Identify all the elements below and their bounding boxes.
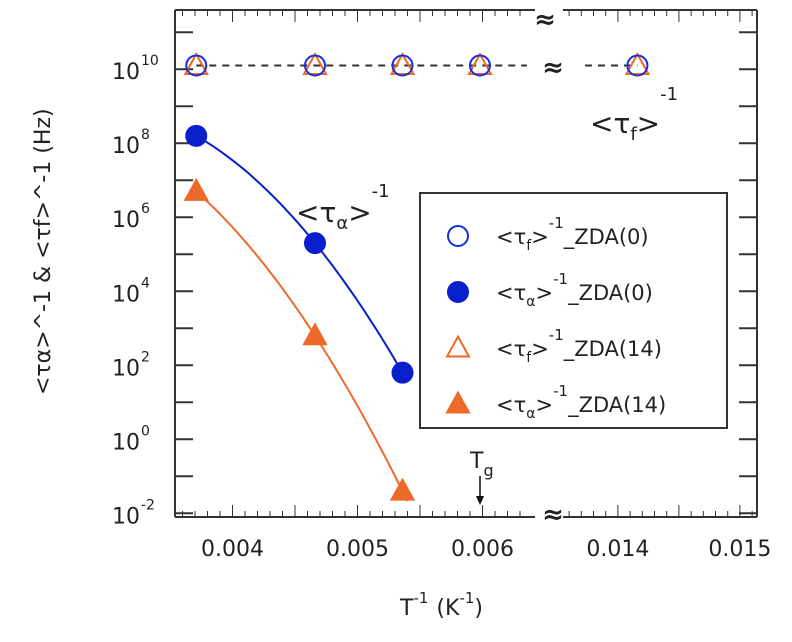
label-part: _ZDA(14) bbox=[563, 337, 662, 362]
annotation-tau-alpha: <τα>-1 bbox=[296, 181, 390, 234]
x-tick-label: 0.014 bbox=[586, 537, 649, 562]
label-part: -1 bbox=[660, 84, 678, 105]
label-part: -1 bbox=[553, 382, 568, 400]
legend-label: <τf>-1_ZDA(0) bbox=[496, 214, 649, 254]
label-part: α bbox=[526, 294, 535, 310]
fit-curve-zda0 bbox=[195, 134, 409, 382]
label-part: α bbox=[336, 213, 348, 234]
label-part: -1 bbox=[549, 214, 564, 232]
data-point-triangle-open bbox=[389, 52, 416, 76]
y-tick-label-base: 10 bbox=[112, 208, 140, 233]
data-point-circle-filled bbox=[185, 124, 208, 147]
axis-break-mark: ≈ bbox=[534, 5, 556, 35]
label-part: <τ bbox=[496, 393, 526, 417]
data-point-circle-filled bbox=[304, 232, 326, 255]
legend-marker-triangle-filled bbox=[445, 390, 471, 414]
label-part: <τ bbox=[496, 337, 526, 361]
label-part: <τ bbox=[590, 107, 630, 140]
label-part: f bbox=[630, 124, 637, 145]
y-tick-label-exp: 8 bbox=[141, 127, 150, 143]
x-tick-label: 0.005 bbox=[326, 537, 389, 562]
annotation-tg: Tg bbox=[469, 449, 494, 480]
data-point-triangle-open bbox=[302, 52, 328, 76]
x-axis-label: T-1 (K-1) bbox=[399, 589, 483, 621]
fit-curve-zda14 bbox=[195, 190, 409, 502]
legend-box bbox=[419, 192, 728, 429]
label-part: _ZDA(0) bbox=[567, 281, 653, 306]
label-part: > bbox=[531, 337, 549, 361]
legend-label: <τα>-1_ZDA(0) bbox=[496, 270, 653, 310]
data-point-triangle-filled bbox=[389, 477, 416, 501]
y-tick-label-exp: 6 bbox=[141, 201, 150, 217]
data-point-circle-open bbox=[185, 54, 208, 77]
label-part: > bbox=[535, 281, 553, 305]
legend-label: <τα>-1_ZDA(14) bbox=[496, 382, 666, 422]
x-tick-label: 0.006 bbox=[451, 537, 514, 562]
y-tick-label-base: 10 bbox=[112, 282, 140, 307]
data-point-triangle-open bbox=[624, 52, 651, 76]
y-tick-label-exp: 4 bbox=[141, 275, 150, 291]
label-part: > bbox=[348, 196, 371, 229]
y-tick-label-base: 10 bbox=[112, 504, 140, 529]
label-part: T bbox=[469, 449, 484, 474]
label-part: > bbox=[531, 225, 549, 249]
data-point-circle-open bbox=[469, 54, 491, 77]
data-point-triangle-open bbox=[183, 52, 209, 76]
label-part: f bbox=[526, 350, 532, 366]
data-point-circle-filled bbox=[391, 361, 414, 384]
data-point-circle-open bbox=[391, 54, 414, 77]
label-part: g bbox=[483, 461, 493, 480]
legend: <τf>-1_ZDA(0)<τα>-1_ZDA(0)<τf>-1_ZDA(14)… bbox=[419, 192, 728, 429]
y-axis-label: <τα>^-1 & <τf>^-1 (Hz) bbox=[31, 108, 56, 395]
label-part: _ZDA(0) bbox=[563, 225, 649, 250]
x-tick-label: 0.004 bbox=[201, 537, 264, 562]
label-part: > bbox=[637, 107, 660, 140]
label-part: T bbox=[399, 596, 414, 621]
y-tick-label-base: 10 bbox=[112, 430, 140, 455]
y-tick-label-exp: 0 bbox=[141, 423, 150, 439]
label-part: _ZDA(14) bbox=[567, 393, 666, 418]
data-point-circle-open bbox=[626, 54, 649, 77]
y-tick-label-base: 10 bbox=[112, 60, 140, 85]
label-part: <τ bbox=[496, 281, 526, 305]
label-part: (K bbox=[436, 596, 460, 621]
label-part: α bbox=[526, 406, 535, 422]
legend-marker-circle-filled bbox=[447, 281, 469, 303]
label-part: f bbox=[526, 238, 532, 254]
y-tick-label-base: 10 bbox=[112, 356, 140, 381]
data-point-triangle-open bbox=[467, 52, 493, 76]
data-point-triangle-filled bbox=[302, 322, 328, 346]
label-part: <τ bbox=[496, 225, 526, 249]
label-part: -1 bbox=[459, 589, 474, 607]
axis-break-mark: ≈ bbox=[542, 53, 564, 83]
legend-marker-circle-open bbox=[447, 225, 469, 247]
y-tick-label-exp: 10 bbox=[141, 53, 159, 69]
data-point-triangle-filled bbox=[183, 177, 209, 201]
label-part: -1 bbox=[553, 270, 568, 288]
y-tick-label-exp: 2 bbox=[141, 349, 150, 365]
annotation-tau-f: <τf>-1 bbox=[590, 84, 678, 145]
label-part: -1 bbox=[549, 326, 564, 344]
axis-break-mark: ≈ bbox=[542, 500, 564, 530]
tg-arrowhead-icon bbox=[476, 496, 484, 505]
label-part: > bbox=[535, 393, 553, 417]
label-part: -1 bbox=[413, 589, 428, 607]
data-point-circle-open bbox=[304, 54, 326, 77]
x-tick-label: 0.015 bbox=[708, 537, 771, 562]
y-tick-label-exp: -2 bbox=[141, 497, 155, 513]
label-part: ) bbox=[474, 596, 483, 621]
y-tick-label-base: 10 bbox=[112, 134, 140, 159]
label-part: -1 bbox=[372, 181, 390, 202]
legend-label: <τf>-1_ZDA(14) bbox=[496, 326, 662, 366]
label-part: <τ bbox=[296, 196, 336, 229]
legend-marker-triangle-open bbox=[445, 334, 471, 358]
